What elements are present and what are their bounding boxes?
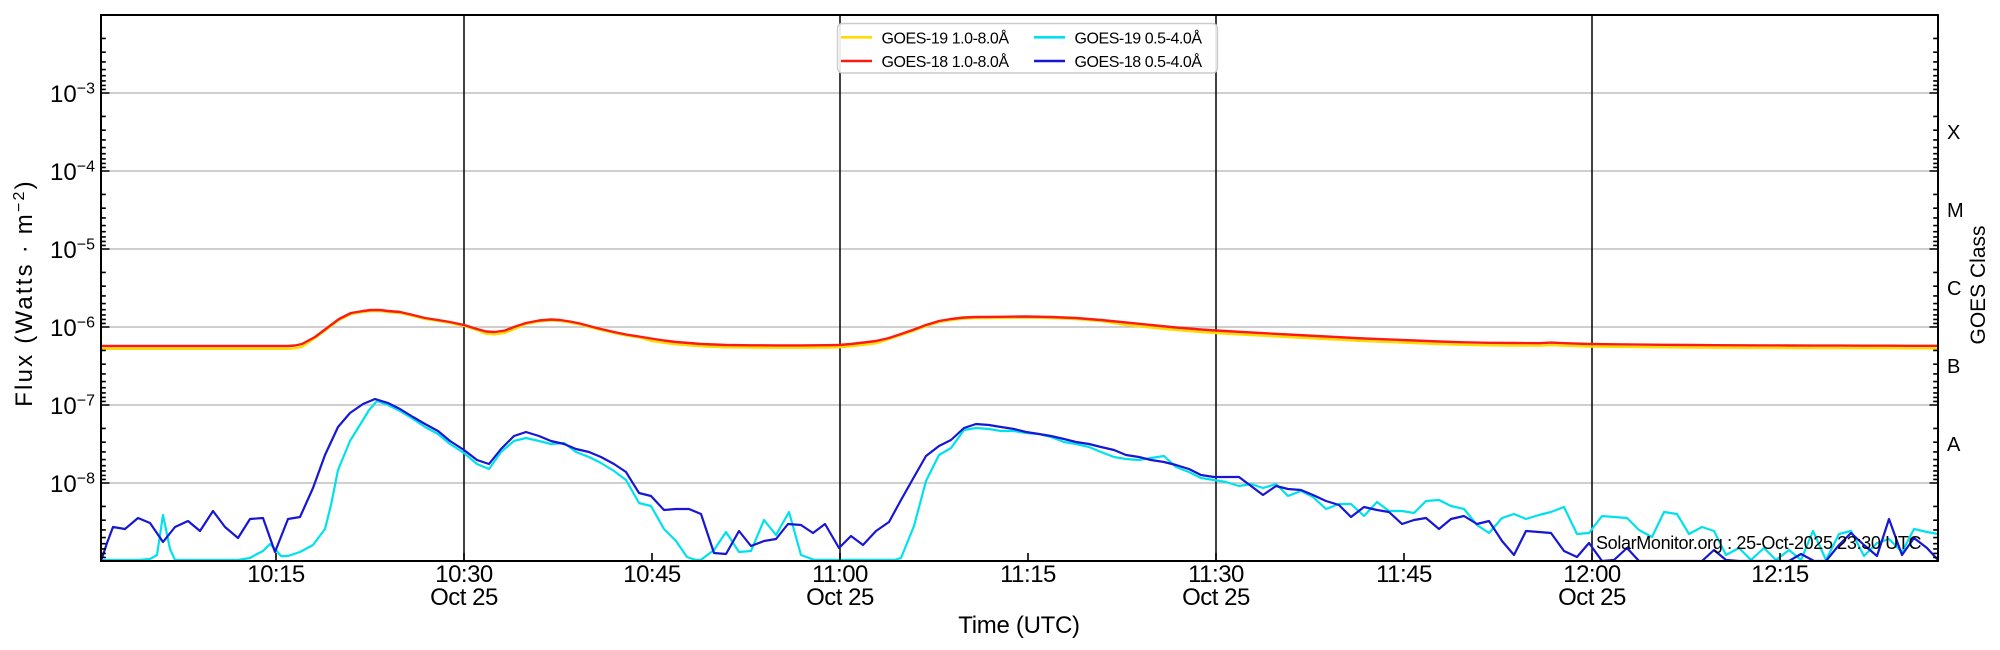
svg-text:Time (UTC): Time (UTC) [958,612,1079,639]
svg-text:Oct 25: Oct 25 [1182,584,1250,611]
svg-text:10−5: 10−5 [50,237,95,265]
svg-text:Oct 25: Oct 25 [806,584,874,611]
svg-text:SolarMonitor.org : 25-Oct-2025: SolarMonitor.org : 25-Oct-2025 23:30 UTC [1596,533,1922,553]
svg-text:10:45: 10:45 [623,561,681,588]
svg-text:GOES-18 1.0-8.0Å: GOES-18 1.0-8.0Å [882,52,1010,71]
svg-text:B: B [1947,356,1960,378]
svg-text:Oct 25: Oct 25 [1558,584,1626,611]
svg-text:10−8: 10−8 [50,471,95,499]
svg-text:12:00: 12:00 [1563,561,1621,588]
svg-text:11:00: 11:00 [812,561,868,588]
svg-text:10−6: 10−6 [50,315,95,343]
svg-text:GOES-19 0.5-4.0Å: GOES-19 0.5-4.0Å [1075,28,1203,47]
svg-text:10−4: 10−4 [50,159,95,187]
svg-text:GOES Class: GOES Class [1967,225,1990,344]
svg-text:12:15: 12:15 [1751,561,1809,588]
svg-text:A: A [1947,434,1961,456]
svg-text:10−7: 10−7 [50,393,95,421]
svg-text:X: X [1947,122,1960,144]
svg-text:10:15: 10:15 [247,561,305,588]
svg-text:10−3: 10−3 [50,81,95,109]
svg-text:Oct 25: Oct 25 [430,584,498,611]
svg-text:11:45: 11:45 [1376,561,1432,588]
svg-text:11:30: 11:30 [1188,561,1244,588]
svg-text:11:15: 11:15 [1000,561,1056,588]
svg-text:M: M [1947,200,1964,222]
svg-text:GOES-19 1.0-8.0Å: GOES-19 1.0-8.0Å [882,28,1010,47]
svg-text:C: C [1947,278,1961,300]
svg-text:10:30: 10:30 [435,561,493,588]
svg-text:Flux (Watts · m−2): Flux (Watts · m−2) [11,179,38,407]
svg-text:GOES-18 0.5-4.0Å: GOES-18 0.5-4.0Å [1075,52,1203,71]
